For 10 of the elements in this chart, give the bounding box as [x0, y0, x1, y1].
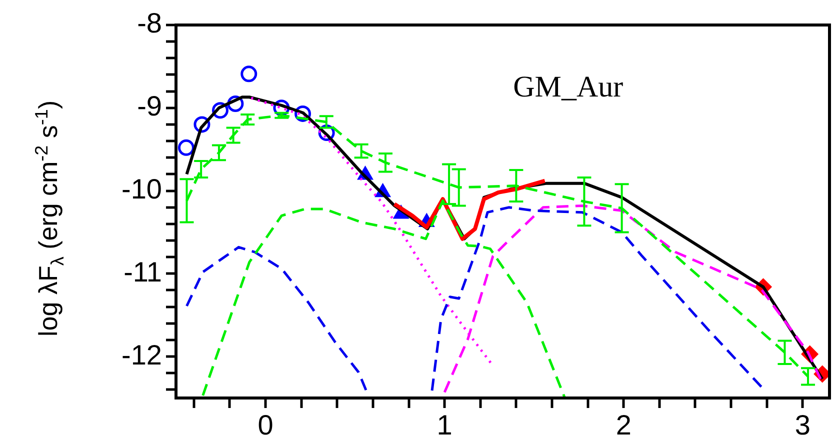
y-tick-label: -10 — [122, 173, 162, 204]
y-tick-label: -11 — [124, 256, 162, 288]
y-tick-label: -8 — [137, 8, 162, 39]
y-tick-label: -9 — [137, 90, 162, 122]
x-tick-label: 0 — [258, 410, 274, 441]
x-tick-label: 2 — [616, 410, 632, 441]
x-tick-label: 1 — [436, 410, 452, 441]
x-tick-label: 3 — [794, 410, 810, 441]
y-tick-label: -12 — [122, 339, 162, 370]
annotation: GM_Aur — [513, 70, 624, 104]
